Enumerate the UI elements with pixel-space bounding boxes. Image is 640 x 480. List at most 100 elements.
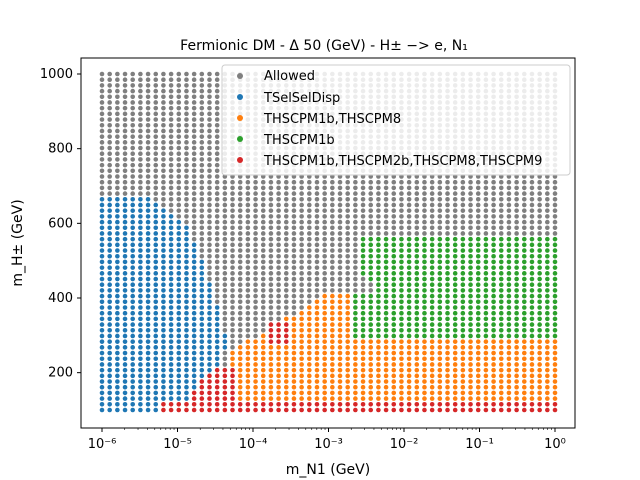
scatter-point xyxy=(506,276,512,282)
scatter-point xyxy=(452,242,458,248)
scatter-point xyxy=(521,356,527,362)
scatter-point xyxy=(214,208,220,213)
scatter-point xyxy=(491,384,496,390)
scatter-point xyxy=(176,265,182,270)
scatter-point xyxy=(253,310,258,316)
scatter-point xyxy=(176,105,182,111)
scatter-point xyxy=(207,174,212,179)
scatter-point xyxy=(122,71,128,77)
scatter-point xyxy=(314,253,320,259)
scatter-point xyxy=(460,265,466,270)
scatter-point xyxy=(207,396,212,401)
scatter-point xyxy=(545,202,550,208)
scatter-point xyxy=(498,367,504,373)
scatter-point xyxy=(506,327,512,333)
scatter-point xyxy=(414,305,420,310)
scatter-point xyxy=(276,288,281,293)
scatter-point xyxy=(460,339,466,344)
scatter-point xyxy=(115,100,120,105)
scatter-point xyxy=(514,362,519,367)
scatter-point xyxy=(414,373,420,379)
scatter-point xyxy=(214,396,220,401)
scatter-point xyxy=(307,345,312,350)
scatter-point xyxy=(498,225,504,231)
scatter-point xyxy=(214,407,220,413)
scatter-point xyxy=(337,288,343,293)
scatter-point xyxy=(276,179,281,185)
scatter-point xyxy=(322,242,327,248)
scatter-point xyxy=(376,191,381,196)
scatter-point xyxy=(491,379,496,384)
scatter-point xyxy=(345,362,350,367)
scatter-point xyxy=(552,373,558,379)
scatter-point xyxy=(115,293,120,299)
scatter-point xyxy=(552,231,558,236)
scatter-point xyxy=(445,259,450,265)
scatter-point xyxy=(99,310,105,316)
scatter-point xyxy=(199,83,205,88)
scatter-point xyxy=(145,305,151,310)
scatter-point xyxy=(314,271,320,276)
scatter-point xyxy=(99,379,105,384)
scatter-point xyxy=(230,322,235,327)
scatter-point xyxy=(345,225,350,231)
scatter-point xyxy=(460,288,466,293)
scatter-point xyxy=(468,202,473,208)
scatter-point xyxy=(376,231,381,236)
scatter-point xyxy=(506,379,512,384)
scatter-point xyxy=(322,288,327,293)
scatter-point xyxy=(237,282,243,288)
scatter-point xyxy=(291,293,297,299)
scatter-point xyxy=(115,390,120,396)
scatter-point xyxy=(268,299,274,305)
scatter-point xyxy=(429,282,435,288)
scatter-point xyxy=(537,310,542,316)
scatter-point xyxy=(506,225,512,231)
scatter-point xyxy=(545,214,550,219)
scatter-point xyxy=(276,402,281,407)
scatter-point xyxy=(475,219,481,225)
legend-marker-allowed xyxy=(237,73,243,79)
scatter-point xyxy=(422,208,427,213)
scatter-point xyxy=(276,407,281,413)
scatter-point xyxy=(414,327,420,333)
scatter-point xyxy=(552,214,558,219)
scatter-point xyxy=(491,185,496,191)
scatter-point xyxy=(391,327,397,333)
scatter-point xyxy=(99,356,105,362)
scatter-point xyxy=(406,316,412,322)
scatter-point xyxy=(452,225,458,231)
scatter-point xyxy=(138,333,143,339)
scatter-point xyxy=(498,396,504,401)
scatter-point xyxy=(245,407,251,413)
scatter-point xyxy=(122,157,128,162)
scatter-point xyxy=(498,345,504,350)
scatter-point xyxy=(253,402,258,407)
scatter-point xyxy=(391,271,397,276)
scatter-point xyxy=(537,350,542,356)
scatter-point xyxy=(122,77,128,82)
scatter-point xyxy=(207,282,212,288)
scatter-point xyxy=(184,259,189,265)
scatter-point xyxy=(130,219,136,225)
scatter-point xyxy=(391,231,397,236)
scatter-point xyxy=(107,100,112,105)
scatter-point xyxy=(122,327,128,333)
scatter-point xyxy=(260,390,266,396)
scatter-point xyxy=(452,345,458,350)
scatter-point xyxy=(138,384,143,390)
scatter-point xyxy=(184,140,189,145)
scatter-point xyxy=(115,248,120,253)
scatter-point xyxy=(161,236,166,242)
scatter-point xyxy=(314,185,320,191)
scatter-point xyxy=(445,185,450,191)
scatter-point xyxy=(161,288,166,293)
scatter-point xyxy=(276,265,281,270)
scatter-point xyxy=(483,276,489,282)
scatter-point xyxy=(237,367,243,373)
scatter-point xyxy=(322,259,327,265)
scatter-point xyxy=(130,111,136,117)
scatter-point xyxy=(368,316,374,322)
scatter-point xyxy=(429,362,435,367)
scatter-point xyxy=(145,339,151,344)
